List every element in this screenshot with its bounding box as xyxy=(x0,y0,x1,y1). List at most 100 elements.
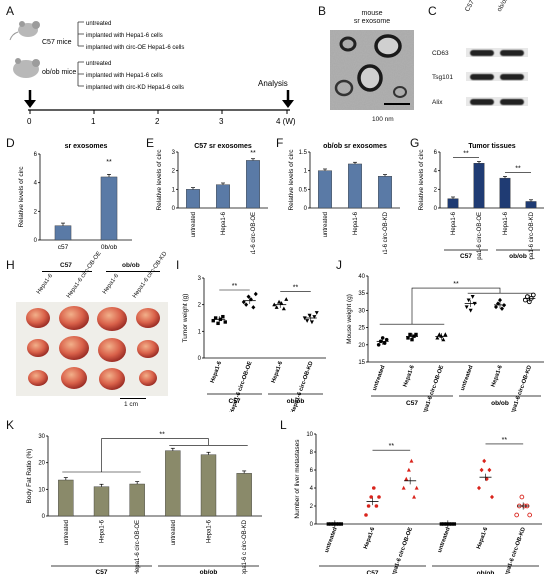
panel-j-point-3-1 xyxy=(466,298,471,303)
panel-f-ytick-label-1: 0.5 xyxy=(299,187,308,193)
panel-k-xlabel-5: Hepa1-6 c circ-OB-KD xyxy=(242,519,248,574)
panel-j-point-0-3 xyxy=(382,341,387,345)
panel-d-sig-0: ** xyxy=(106,159,112,166)
panel-k-xlabel-2: Hepa1-6 circ-OB-OE xyxy=(135,520,141,574)
panel-label-a: A xyxy=(6,4,15,18)
panel-k-group-0: C57 xyxy=(96,569,108,574)
panel-j-point-3-3 xyxy=(470,295,475,299)
em-scale-label: 100 nm xyxy=(372,116,394,123)
panel-a-timeline: C57 mice untreated implanted with Hepa1-… xyxy=(9,21,296,126)
panel-i-point-1-1 xyxy=(244,302,249,307)
panel-e-bar-1 xyxy=(216,184,230,209)
panel-i-point-0-0 xyxy=(211,318,215,323)
panel-g-group-0: C57 xyxy=(460,253,472,260)
panel-j-point-4-2 xyxy=(498,297,502,303)
c57-mice-label: C57 mice xyxy=(42,39,72,46)
panel-j-point-1-4 xyxy=(414,332,418,337)
panel-f-chart: ob/ob sr exosomes 0 0.5 1 1.5 Relative levels… xyxy=(288,143,400,254)
panel-j-ytick-label-3: 30 xyxy=(358,308,365,314)
panel-l-xlabel-4: Hepa1-6 xyxy=(476,526,490,550)
panel-label-c: C xyxy=(428,4,437,18)
timeline-tick-3: 3 xyxy=(219,117,224,126)
em-image xyxy=(330,30,414,110)
panel-i-point-1-4 xyxy=(251,305,256,310)
panel-g-bar-2 xyxy=(499,177,511,209)
panel-j-ytick-label-4: 35 xyxy=(358,291,365,297)
panel-i-point-1-2 xyxy=(246,294,251,299)
panel-i-ytick-label-1: 1 xyxy=(198,329,202,335)
panel-j-xlabel-4: Hepa1-6 xyxy=(491,364,505,388)
panel-f-ylabel: Relative levels of circ xyxy=(288,149,295,211)
panel-i-bracket-sig-1: ** xyxy=(293,284,299,291)
panel-i-point-3-4 xyxy=(312,315,317,319)
panel-l-group-1: ob/ob xyxy=(477,570,495,574)
panel-l-bracket-sig-0: ** xyxy=(389,443,395,450)
panel-k-bar-1 xyxy=(93,486,110,517)
panel-i-point-1-0 xyxy=(241,299,246,305)
panel-l-ytick-label-3: 6 xyxy=(310,468,314,474)
c57-mouse-icon xyxy=(9,21,40,41)
panel-j-point-0-2 xyxy=(380,336,385,340)
panel-j-point-1-0 xyxy=(406,336,410,340)
panel-e-ytick-label-2: 2 xyxy=(172,169,176,175)
panel-j-xlabel-3: untreated xyxy=(460,364,475,391)
panel-j-point-0-0 xyxy=(376,343,381,347)
panel-i-group-0: C57 xyxy=(229,398,241,405)
panel-g-group-1: ob/ob xyxy=(509,253,527,260)
panel-l-point-2-2 xyxy=(406,467,411,472)
photo-group-c57: C57 xyxy=(60,262,72,269)
panel-l-xlabel-5: Hepa1-6 circ-OB-KD xyxy=(502,527,527,574)
timeline-tick-0: 0 xyxy=(27,117,32,126)
panel-j-point-3-0 xyxy=(464,305,469,310)
panel-l-point-2-1 xyxy=(404,476,409,481)
panel-g-bracket-sig-1: ** xyxy=(515,166,521,173)
panel-l-point-5-0 xyxy=(514,512,520,518)
panel-l-point-0-0 xyxy=(326,522,331,526)
panel-g-title: Tumor tissues xyxy=(468,143,515,150)
panel-label-f: F xyxy=(276,136,284,150)
blot-row-alix: Alix xyxy=(432,99,443,106)
panel-i-point-2-1 xyxy=(274,305,279,309)
panel-label-h: H xyxy=(6,258,15,272)
panel-k-bar-2 xyxy=(129,483,145,517)
c57-group-hepa: implanted with Hepa1-6 cells xyxy=(86,33,163,39)
panel-d-xlabel-0: c57 xyxy=(58,244,69,251)
panel-l-point-1-0 xyxy=(364,513,368,517)
panel-i-ytick-label-0: 0 xyxy=(198,356,202,362)
panel-l-point-4-5 xyxy=(490,494,494,500)
c57-group-untreated: untreated xyxy=(86,21,111,27)
panel-i-point-2-5 xyxy=(284,297,289,301)
panel-e-title: C57 sr exosomes xyxy=(194,143,252,150)
panel-i-point-1-5 xyxy=(253,291,258,297)
panel-e-xlabel-1: Hepa1-6 xyxy=(221,211,227,235)
panel-j-point-2-3 xyxy=(441,337,446,342)
panel-c-western-blot: C57 mice ob/ob mice CD63 Tsg101 Alix xyxy=(430,0,550,130)
photo-col-2: Hepa1-6 circ-OB-OE xyxy=(66,250,103,300)
panel-g-xlabel-2: Hepa1-6 xyxy=(503,211,509,235)
panel-j-ylabel: Mouse weight (g) xyxy=(346,294,353,344)
panel-l-ylabel: Number of liver metastases xyxy=(294,439,301,519)
panel-label-g: G xyxy=(410,136,420,150)
panel-f-ytick-label-0: 0 xyxy=(304,206,308,212)
panel-label-k: K xyxy=(6,418,15,432)
panel-e-xlabel-2: Hepa1-6 circ-OB-OE xyxy=(251,212,257,254)
panel-k-xlabel-0: untreated xyxy=(64,520,70,545)
panel-l-xlabel-1: Hepa1-6 xyxy=(363,526,377,550)
panel-l-ytick-label-0: 0 xyxy=(310,522,314,528)
em-title-1: mouse xyxy=(361,10,383,17)
panel-i-point-0-4 xyxy=(221,314,225,319)
panel-j-point-3-2 xyxy=(468,308,473,313)
panel-g-chart: Tumor tissues 0 2 4 6 Relative levels of circ… xyxy=(418,143,544,260)
panel-i-bracket-sig-0: ** xyxy=(232,283,238,290)
panel-k-group-1: ob/ob xyxy=(200,569,218,574)
panel-g-ytick-label-2: 4 xyxy=(434,169,438,175)
blot-col-obob: ob/ob mice xyxy=(496,0,518,13)
panel-e-chart: C57 sr exosomes 0 1 2 3 Relative levels of ci… xyxy=(156,143,268,254)
panel-k-bracket xyxy=(62,438,248,473)
photo-col-4: Hepa1-6 circ-OB-KD xyxy=(132,250,169,300)
blot-lane-cd63 xyxy=(466,48,528,57)
panel-k-bar-4 xyxy=(200,454,217,517)
panel-j-point-4-0 xyxy=(494,304,498,310)
panel-l-point-4-2 xyxy=(482,458,487,464)
panel-g-bar-1 xyxy=(473,163,485,209)
